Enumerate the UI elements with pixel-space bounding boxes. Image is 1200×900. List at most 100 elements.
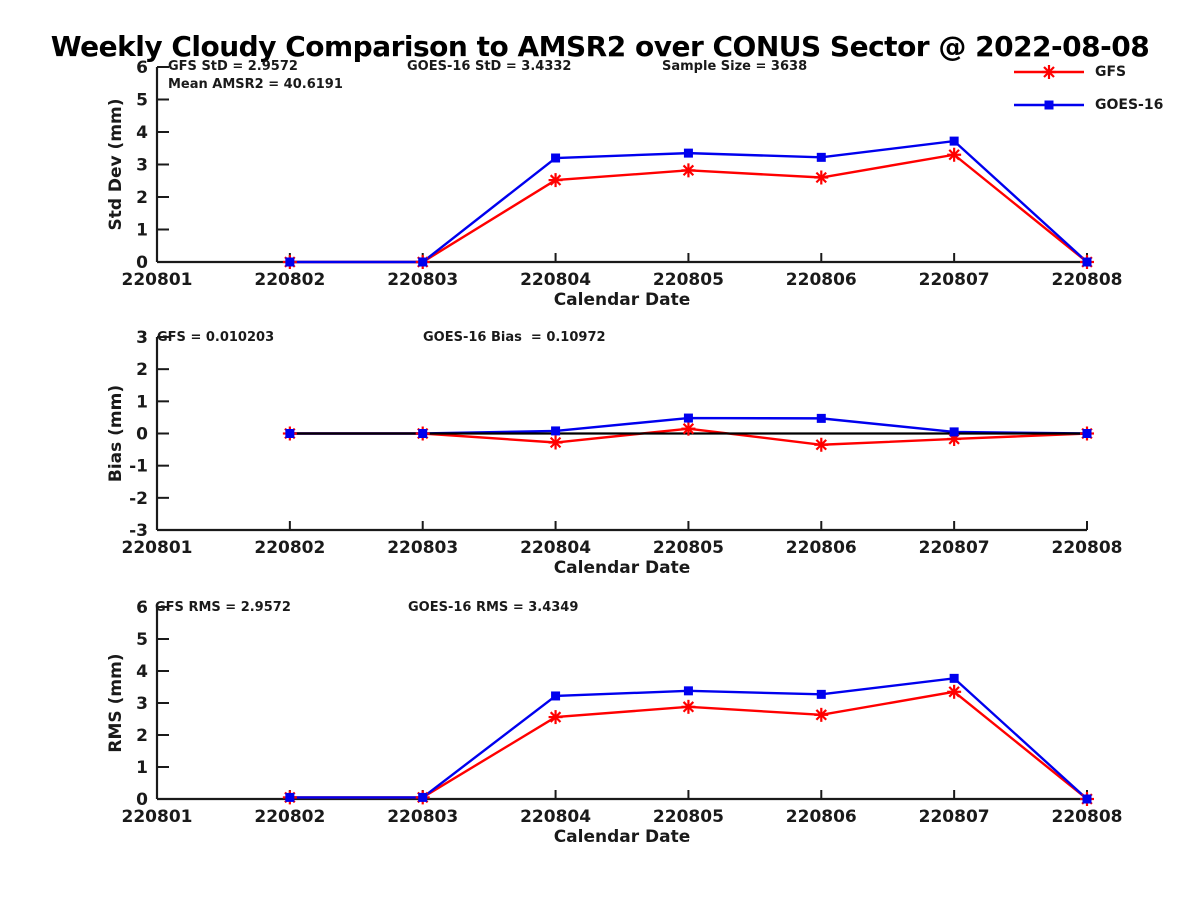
marker-asterisk-gfs: [814, 707, 829, 722]
x-tick-label: 220803: [387, 538, 458, 558]
y-tick-label: 2: [136, 360, 148, 380]
marker-square-goes-16: [285, 792, 295, 802]
marker-asterisk-gfs: [947, 147, 962, 162]
series-line-goes-16: [289, 139, 1088, 264]
y-axis-title: Std Dev (mm): [106, 98, 126, 230]
x-axis-title: Calendar Date: [554, 558, 691, 578]
y-axis-title: RMS (mm): [106, 653, 126, 752]
y-tick-label: 2: [136, 188, 148, 208]
legend-item-goes16: GOES-16: [1012, 93, 1163, 117]
marker-square-goes-16: [418, 429, 428, 438]
marker-square-goes-16: [683, 686, 693, 696]
series-line-goes-16: [289, 677, 1088, 800]
x-tick-label: 220806: [786, 270, 857, 290]
legend-label-gfs: GFS: [1095, 64, 1127, 80]
y-tick-label: 0: [136, 425, 148, 445]
x-tick-label: 220805: [653, 538, 724, 558]
y-tick-label: 5: [136, 91, 148, 111]
x-tick-label: 220802: [254, 270, 325, 290]
marker-asterisk-gfs: [947, 684, 962, 699]
marker-asterisk-gfs: [548, 173, 563, 188]
marker-square-goes-16: [285, 257, 295, 267]
x-tick-label: 220801: [122, 807, 193, 827]
marker-square-goes-16: [551, 426, 561, 436]
y-tick-label: -1: [129, 457, 148, 477]
marker-square-goes-16: [418, 792, 428, 802]
y-tick-label: 4: [136, 123, 148, 143]
x-tick-label: 220808: [1052, 538, 1123, 558]
y-tick-label: 0: [136, 253, 148, 273]
marker-square-goes-16: [683, 148, 693, 158]
marker-asterisk-gfs: [548, 710, 563, 725]
y-axis-title: Bias (mm): [106, 385, 126, 482]
x-tick-label: 220801: [122, 538, 193, 558]
x-tick-label: 220807: [919, 270, 990, 290]
y-tick-label: 0: [136, 790, 148, 810]
marker-square-goes-16: [816, 689, 826, 699]
x-tick-label: 220803: [387, 270, 458, 290]
y-tick-label: 1: [136, 392, 148, 412]
x-tick-label: 220807: [919, 538, 990, 558]
subplot-bias: 220801 220802 220803 220804 220805 220806 2208…: [106, 328, 1122, 578]
legend-label-goes16: GOES-16: [1095, 97, 1164, 113]
marker-square-goes-16: [816, 152, 826, 162]
annotation-gfs-bias: GFS = 0.010203: [157, 330, 275, 345]
marker-square-goes-16: [551, 691, 561, 701]
x-axis-title: Calendar Date: [554, 290, 691, 310]
y-tick-label: 6: [136, 58, 148, 78]
x-tick-label: 220801: [122, 270, 193, 290]
x-tick-label: 220808: [1052, 807, 1123, 827]
y-tick-label: 1: [136, 758, 148, 778]
annotation-gfs-std: GFS StD = 2.9572: [168, 59, 298, 74]
y-tick-label: 4: [136, 662, 148, 682]
marker-square-goes-16: [949, 673, 959, 683]
annotation-sample-size: Sample Size = 3638: [662, 59, 808, 74]
y-tick-label: -3: [129, 521, 148, 541]
goes16-line-square-icon: [1014, 100, 1084, 110]
x-tick-label: 220805: [653, 807, 724, 827]
marker-square-goes-16: [949, 136, 959, 146]
marker-square-goes-16: [1082, 794, 1092, 804]
marker-square-goes-16: [285, 429, 295, 438]
y-tick-label: 6: [136, 598, 148, 618]
x-tick-label: 220803: [387, 807, 458, 827]
y-tick-label: 3: [136, 156, 148, 176]
annotation-gfs-rms: GFS RMS = 2.9572: [155, 600, 291, 615]
y-tick-label: 3: [136, 328, 148, 348]
x-tick-label: 220808: [1052, 270, 1123, 290]
x-tick-label: 220804: [520, 807, 591, 827]
marker-square-goes-16: [418, 257, 428, 267]
x-tick-label: 220806: [786, 807, 857, 827]
legend-item-gfs: GFS: [1012, 60, 1163, 84]
marker-square-goes-16: [949, 427, 959, 437]
marker-square-goes-16: [816, 413, 826, 423]
annotation-goes16-std: GOES-16 StD = 3.4332: [407, 59, 572, 74]
y-tick-label: 3: [136, 694, 148, 714]
marker-asterisk-gfs: [681, 421, 696, 436]
y-tick-label: 5: [136, 630, 148, 650]
marker-square-goes-16: [1082, 429, 1092, 438]
gfs-line-asterisk-icon: [1014, 65, 1084, 79]
x-tick-label: 220804: [520, 270, 591, 290]
x-tick-label: 220806: [786, 538, 857, 558]
y-tick-label: -2: [129, 489, 148, 509]
marker-asterisk-gfs: [681, 163, 696, 178]
x-tick-label: 220802: [254, 538, 325, 558]
x-tick-label: 220807: [919, 807, 990, 827]
y-tick-label: 2: [136, 726, 148, 746]
marker-asterisk-gfs: [681, 699, 696, 714]
annotation-mean-amsr2: Mean AMSR2 = 40.6191: [168, 77, 343, 92]
marker-asterisk-gfs: [814, 437, 829, 452]
subplot-rms: 220801 220802 220803 220804 220805 220806 2208…: [106, 598, 1122, 847]
marker-square-goes-16: [1082, 257, 1092, 267]
x-tick-label: 220805: [653, 270, 724, 290]
annotation-goes16-rms: GOES-16 RMS = 3.4349: [408, 600, 579, 615]
y-tick-label: 1: [136, 221, 148, 241]
marker-square-goes-16: [551, 153, 561, 163]
legend: GFS GOES-16: [1012, 60, 1163, 117]
x-axis-title: Calendar Date: [554, 827, 691, 847]
marker-asterisk-gfs: [548, 435, 563, 450]
x-tick-label: 220802: [254, 807, 325, 827]
